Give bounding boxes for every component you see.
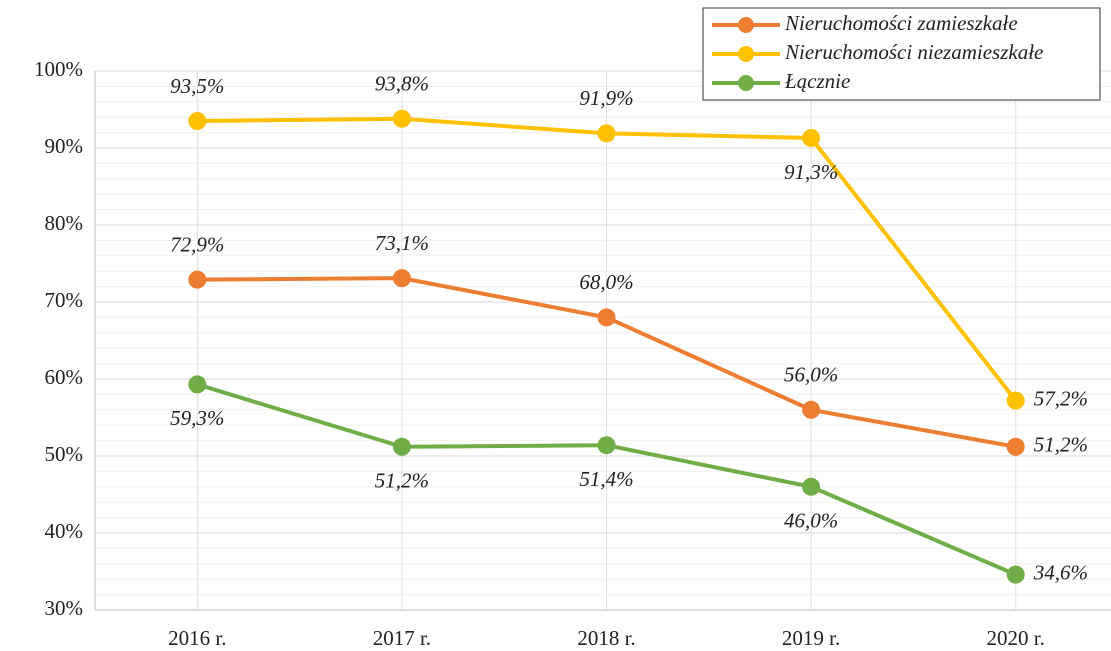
x-tick-label: 2019 r. — [782, 626, 840, 650]
x-tick-label: 2020 r. — [987, 626, 1045, 650]
data-label: 51,2% — [375, 469, 429, 493]
data-point — [1006, 391, 1025, 410]
y-tick-label: 70% — [45, 288, 84, 312]
data-label: 57,2% — [1034, 386, 1088, 410]
data-point — [392, 109, 411, 128]
data-point — [802, 477, 821, 496]
x-tick-label: 2018 r. — [577, 626, 635, 650]
data-point — [802, 400, 821, 419]
y-tick-label: 50% — [45, 442, 84, 466]
data-point — [392, 437, 411, 456]
data-point — [188, 270, 207, 289]
data-point — [597, 124, 616, 143]
data-label: 91,3% — [784, 160, 838, 184]
legend-marker — [738, 75, 754, 91]
y-tick-label: 30% — [45, 596, 84, 620]
data-point — [392, 269, 411, 288]
legend-marker — [738, 17, 754, 33]
data-label: 93,8% — [375, 72, 429, 96]
data-label: 51,4% — [579, 467, 633, 491]
data-label: 93,5% — [170, 74, 224, 98]
data-label: 34,6% — [1033, 560, 1088, 584]
y-tick-label: 100% — [34, 57, 83, 81]
data-label: 56,0% — [784, 363, 838, 387]
y-tick-label: 40% — [45, 519, 84, 543]
data-label: 91,9% — [579, 86, 633, 110]
x-tick-label: 2016 r. — [168, 626, 226, 650]
legend-label: Nieruchomości zamieszkałe — [784, 11, 1018, 35]
legend-label: Nieruchomości niezamieszkałe — [784, 40, 1043, 64]
data-point — [597, 308, 616, 327]
data-point — [1006, 565, 1025, 584]
data-point — [188, 375, 207, 394]
y-tick-label: 60% — [45, 365, 84, 389]
data-label: 51,2% — [1034, 433, 1088, 457]
data-point — [597, 436, 616, 455]
data-point — [802, 128, 821, 147]
data-label: 73,1% — [375, 231, 429, 255]
data-point — [1006, 437, 1025, 456]
data-label: 46,0% — [784, 509, 838, 533]
legend: Nieruchomości zamieszkałe Nieruchomości n… — [702, 7, 1101, 101]
data-label: 59,3% — [170, 406, 224, 430]
y-tick-label: 90% — [45, 134, 84, 158]
data-label: 72,9% — [170, 232, 224, 256]
legend-marker — [738, 46, 754, 62]
legend-label: Łącznie — [784, 69, 850, 93]
y-tick-label: 80% — [45, 211, 84, 235]
x-tick-label: 2017 r. — [373, 626, 431, 650]
data-label: 68,0% — [579, 270, 633, 294]
data-point — [188, 112, 207, 131]
